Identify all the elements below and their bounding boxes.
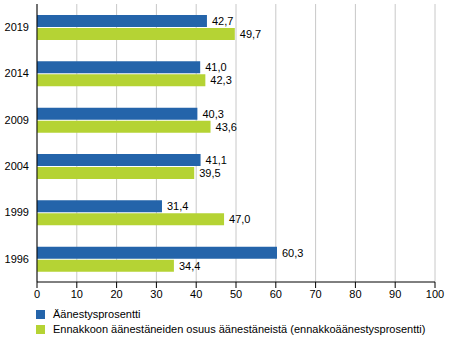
svg-text:80: 80 [349, 288, 361, 300]
svg-text:10: 10 [71, 288, 83, 300]
svg-text:49,7: 49,7 [240, 28, 261, 40]
svg-text:60: 60 [270, 288, 282, 300]
svg-text:40,3: 40,3 [202, 108, 223, 120]
svg-text:2004: 2004 [8, 160, 29, 172]
svg-text:41,1: 41,1 [206, 154, 227, 166]
svg-text:2019: 2019 [8, 21, 29, 33]
svg-text:47,0: 47,0 [229, 213, 250, 225]
svg-text:42,3: 42,3 [210, 74, 231, 86]
svg-text:90: 90 [389, 288, 401, 300]
html-text:Äänestysprosentti: Äänestysprosentti [53, 308, 141, 320]
svg-text:40: 40 [190, 288, 202, 300]
svg-text:20: 20 [110, 288, 122, 300]
svg-text:41,0: 41,0 [205, 61, 226, 73]
svg-text:50: 50 [230, 288, 242, 300]
svg-text:1999: 1999 [8, 206, 29, 218]
svg-text:2009: 2009 [8, 114, 29, 126]
svg-text:1996: 1996 [8, 253, 29, 265]
svg-text:60,3: 60,3 [282, 247, 303, 259]
svg-text:42,7: 42,7 [212, 15, 233, 27]
svg-text:2014: 2014 [8, 67, 29, 79]
svg-text:39,5: 39,5 [199, 167, 220, 179]
svg-text:43,6: 43,6 [216, 121, 237, 133]
svg-text:34,4: 34,4 [179, 260, 200, 272]
svg-text:0: 0 [34, 288, 40, 300]
svg-text:100: 100 [426, 288, 444, 300]
svg-text:70: 70 [309, 288, 321, 300]
svg-text:30: 30 [150, 288, 162, 300]
html-text:Ennakkoon äänestäneiden osuus: Ennakkoon äänestäneiden osuus äänestänei… [53, 323, 426, 335]
svg-text:31,4: 31,4 [167, 200, 188, 212]
